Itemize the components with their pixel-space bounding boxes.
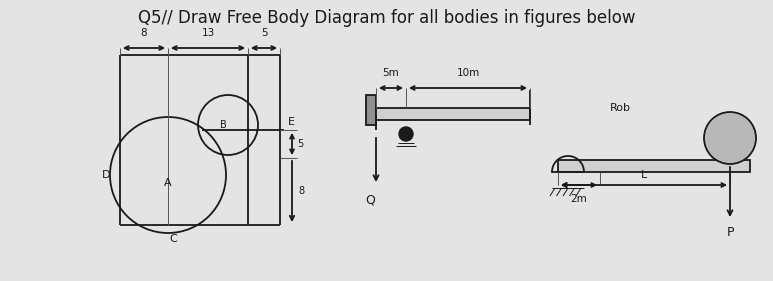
Text: 5: 5 [261,28,267,38]
Text: 8: 8 [298,187,304,196]
Text: Rob: Rob [609,103,631,113]
Text: 5: 5 [297,139,303,149]
Bar [366,95,376,125]
Circle shape [704,112,756,164]
Text: L: L [641,170,647,180]
Text: Q: Q [365,194,375,207]
Text: 13: 13 [202,28,215,38]
Text: C: C [169,234,177,244]
Text: 5m: 5m [383,68,400,78]
Bar [558,160,750,172]
Text: 2m: 2m [570,194,587,204]
Text: Q5// Draw Free Body Diagram for all bodies in figures below: Q5// Draw Free Body Diagram for all bodi… [138,9,635,27]
Circle shape [399,127,413,141]
Text: P: P [727,225,734,239]
Text: E: E [288,117,295,127]
Bar [376,108,530,120]
Text: 10m: 10m [456,68,479,78]
Text: 8: 8 [141,28,148,38]
Text: B: B [220,120,226,130]
Text: A: A [164,178,172,188]
Text: D: D [102,170,111,180]
